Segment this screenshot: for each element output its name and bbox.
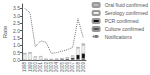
- svg-text:2.0: 2.0: [13, 28, 20, 34]
- svg-text:PCR confirmed: PCR confirmed: [105, 18, 139, 24]
- svg-text:1999: 1999: [28, 61, 33, 72]
- svg-text:2002: 2002: [44, 61, 49, 72]
- svg-text:Notifications: Notifications: [105, 34, 133, 40]
- svg-text:0.5: 0.5: [13, 50, 20, 56]
- svg-text:2000: 2000: [33, 61, 38, 72]
- svg-text:Serology confirmed: Serology confirmed: [105, 10, 148, 16]
- svg-text:1998: 1998: [22, 61, 27, 72]
- svg-text:2003: 2003: [49, 61, 54, 72]
- svg-text:2007: 2007: [70, 61, 75, 72]
- svg-text:1.5: 1.5: [13, 35, 20, 41]
- svg-text:0.0: 0.0: [13, 57, 20, 63]
- svg-text:2008: 2008: [76, 61, 81, 72]
- svg-text:Culture confirmed: Culture confirmed: [105, 26, 145, 32]
- svg-text:Rate: Rate: [2, 25, 8, 38]
- svg-text:2004: 2004: [54, 61, 59, 72]
- svg-text:2005: 2005: [60, 61, 65, 72]
- svg-text:2.5: 2.5: [13, 20, 20, 26]
- svg-text:2001: 2001: [38, 61, 43, 72]
- svg-text:2009: 2009: [81, 61, 86, 72]
- svg-text:2006: 2006: [65, 61, 70, 72]
- svg-text:3.5: 3.5: [13, 5, 20, 11]
- svg-text:3.0: 3.0: [13, 13, 20, 19]
- svg-text:Oral fluid confirmed: Oral fluid confirmed: [105, 2, 149, 8]
- svg-text:1.0: 1.0: [13, 42, 20, 48]
